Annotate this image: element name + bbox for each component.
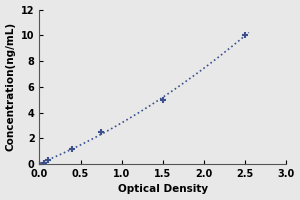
- X-axis label: Optical Density: Optical Density: [118, 184, 208, 194]
- Y-axis label: Concentration(ng/mL): Concentration(ng/mL): [6, 22, 16, 151]
